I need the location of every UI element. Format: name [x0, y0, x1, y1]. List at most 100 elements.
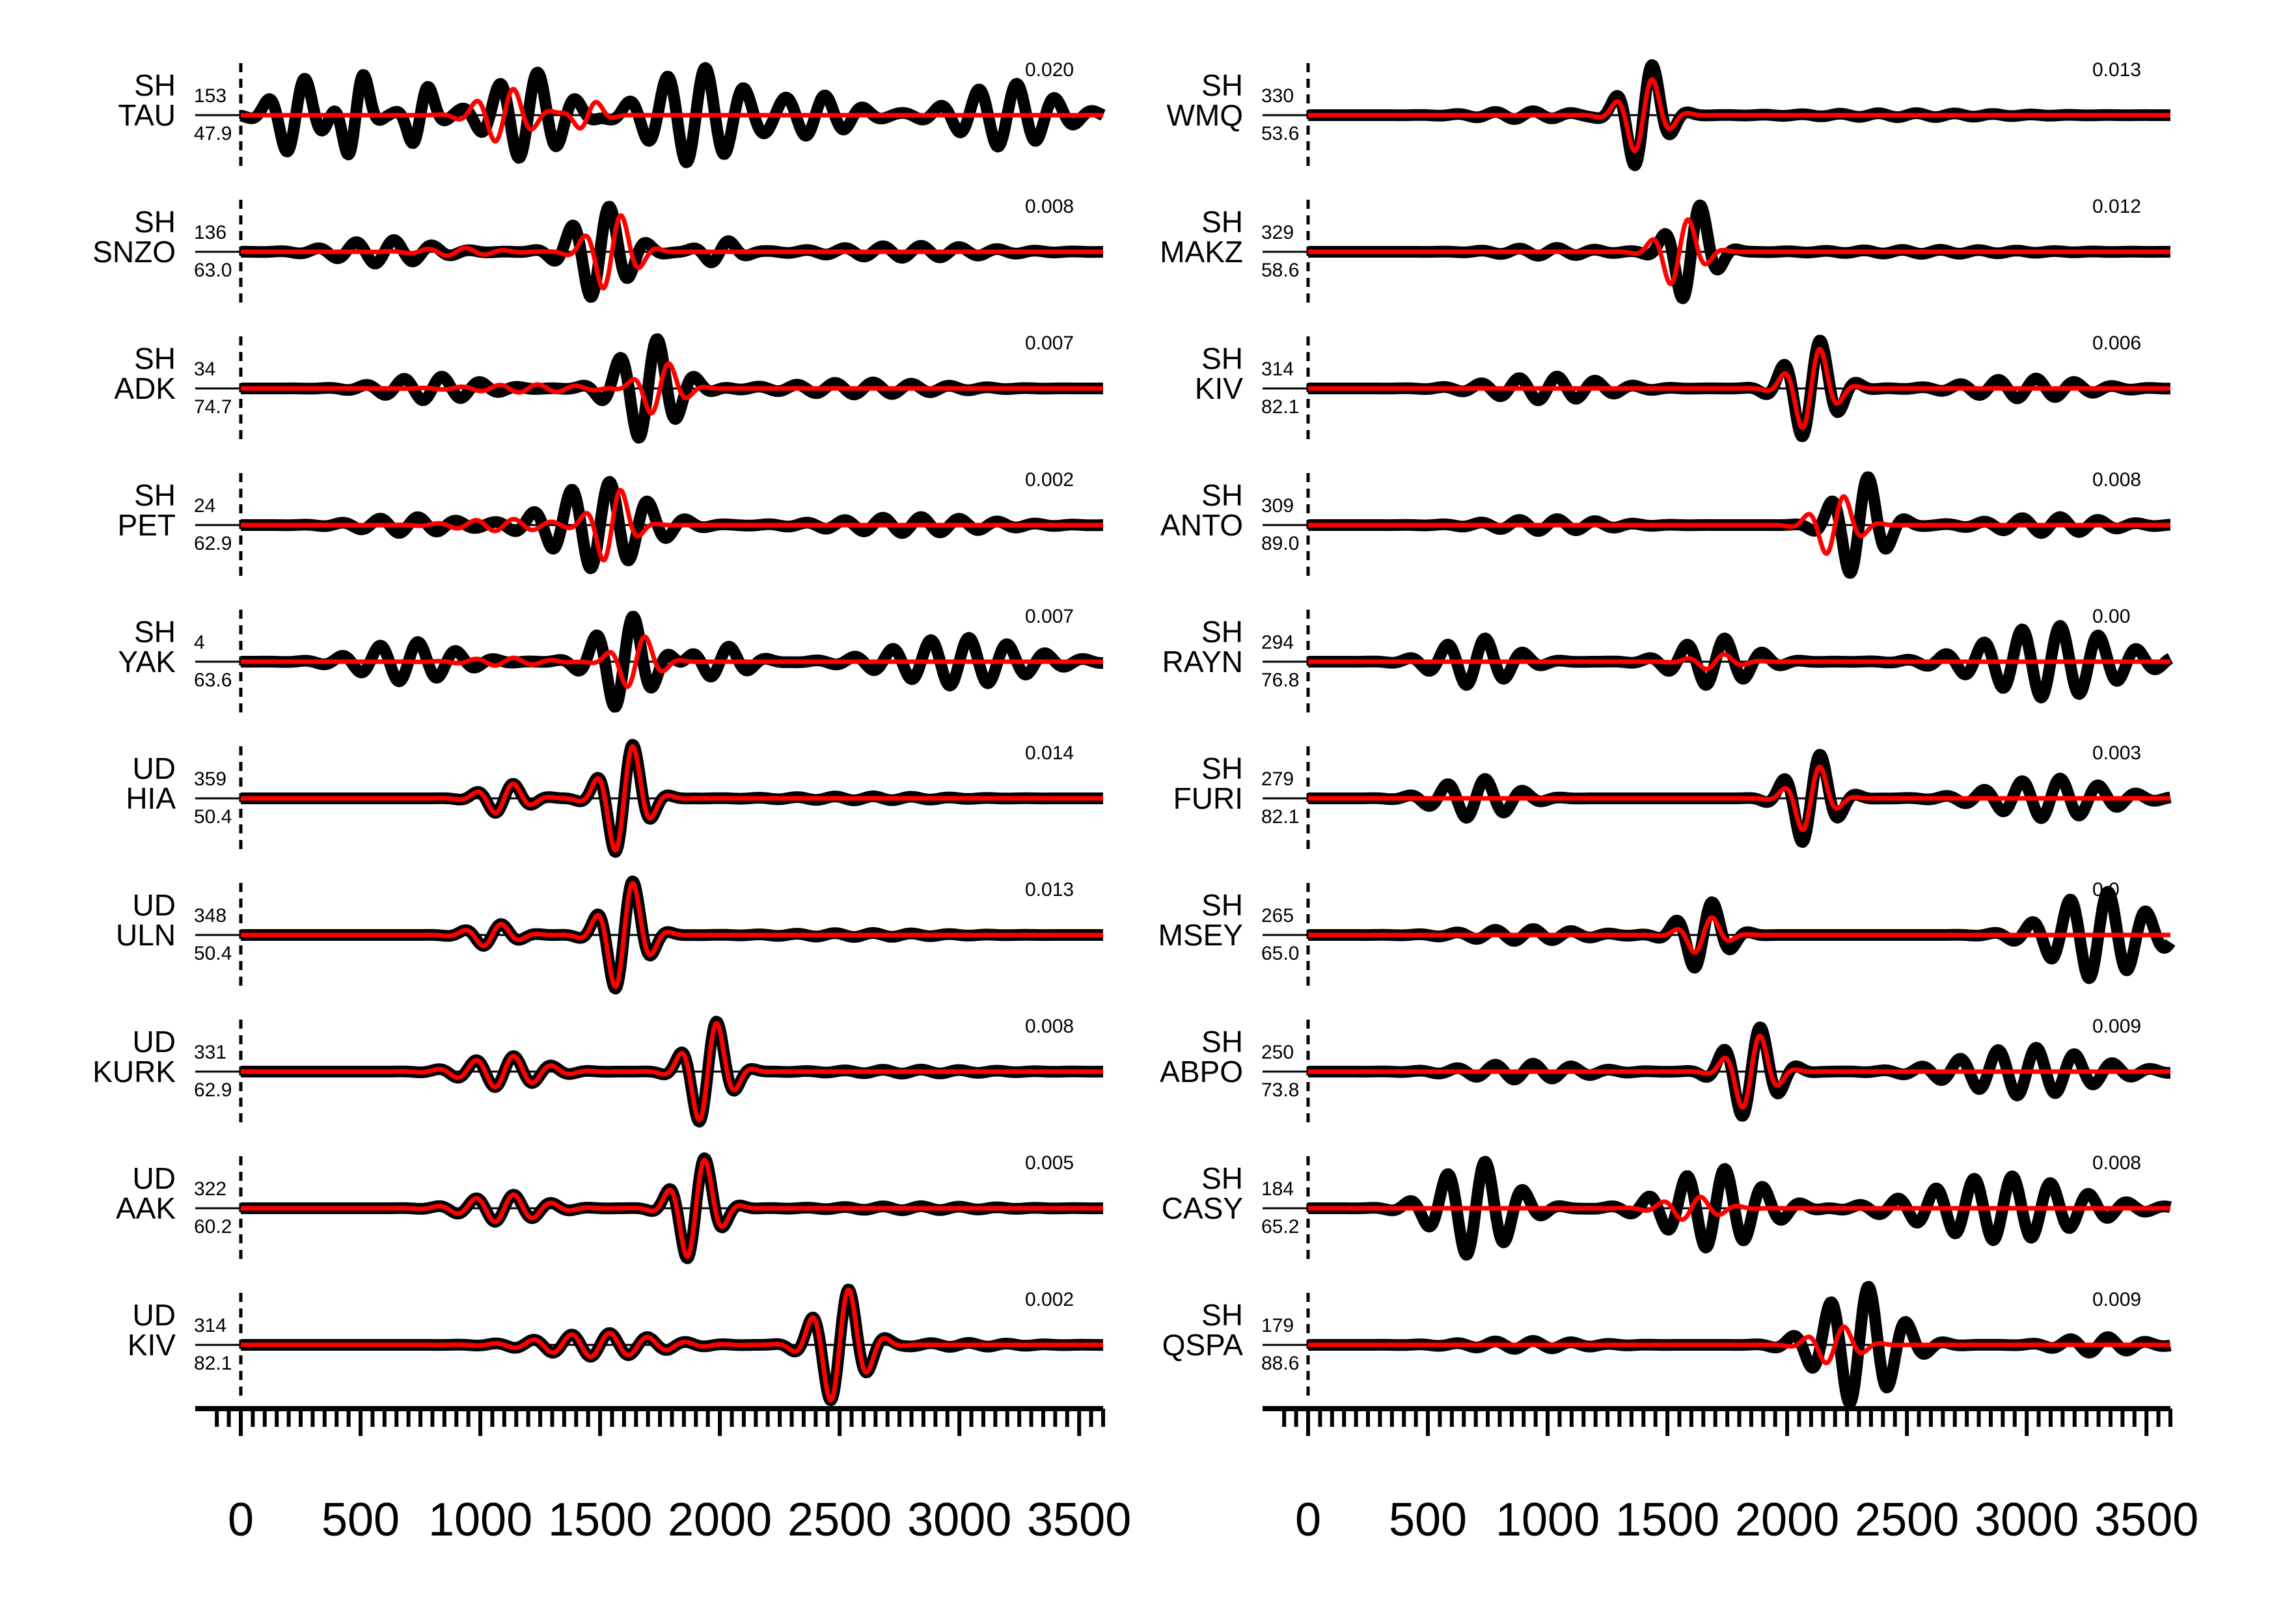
component-label: SH [1201, 1161, 1243, 1195]
azimuth-label: 153 [194, 85, 226, 107]
tick-label: 500 [321, 1494, 400, 1546]
amplitude-label: 0.007 [1025, 606, 1074, 627]
azimuth-label: 179 [1261, 1315, 1294, 1336]
station-label: YAK [118, 645, 176, 679]
station-label: SNZO [92, 235, 176, 269]
station-label: KIV [128, 1328, 176, 1362]
component-label: UD [133, 751, 176, 785]
synthetic-trace-2 [239, 361, 1104, 416]
distance-label: 50.4 [194, 806, 232, 828]
amplitude-label: 0.009 [2092, 1289, 2141, 1310]
amplitude-label: 0.002 [1025, 469, 1074, 491]
station-label: ANTO [1160, 508, 1243, 542]
amplitude-label: 0.013 [2092, 59, 2141, 81]
azimuth-label: 309 [1261, 495, 1294, 517]
azimuth-label: 250 [1261, 1042, 1294, 1063]
observed-trace-0 [236, 62, 1108, 169]
amplitude-label: 0.008 [2092, 1152, 2141, 1174]
tick-label: 3500 [2094, 1494, 2198, 1546]
synthetic-trace-5 [239, 744, 1104, 853]
synthetic-trace-3 [239, 487, 1104, 563]
component-label: SH [1201, 1298, 1243, 1332]
azimuth-label: 279 [1261, 768, 1294, 790]
component-label: SH [1201, 342, 1243, 375]
synthetic-trace-7 [239, 1021, 1104, 1122]
component-label: UD [133, 1025, 176, 1059]
synthetic-trace-14 [1307, 652, 2172, 671]
right-panel: SHWMQ33053.60.013SHMAKZ32958.60.012SHKIV… [1158, 59, 2198, 1546]
component-label: SH [134, 205, 176, 239]
component-label: SH [1201, 888, 1243, 922]
component-label: SH [1201, 1025, 1243, 1059]
distance-label: 82.1 [1261, 806, 1299, 828]
azimuth-label: 314 [194, 1315, 226, 1336]
amplitude-label: 0.005 [1025, 1152, 1074, 1174]
tick-label: 500 [1389, 1494, 1467, 1546]
azimuth-label: 136 [194, 222, 226, 243]
component-label: UD [133, 1161, 176, 1195]
component-label: SH [134, 478, 176, 512]
amplitude-label: 0.00 [2092, 606, 2130, 627]
station-label: MAKZ [1160, 235, 1243, 269]
amplitude-label: 0.012 [2092, 196, 2141, 217]
azimuth-label: 314 [1261, 359, 1294, 380]
station-label: ABPO [1160, 1055, 1243, 1089]
azimuth-label: 331 [194, 1042, 226, 1063]
azimuth-label: 294 [1261, 632, 1294, 653]
amplitude-label: 0.009 [2092, 1016, 2141, 1037]
station-label: KIV [1195, 372, 1243, 405]
tick-label: 0 [1295, 1494, 1321, 1546]
tick-label: 3500 [1027, 1494, 1131, 1546]
station-label: RAYN [1162, 645, 1243, 679]
tick-label: 2000 [1735, 1494, 1839, 1546]
component-label: SH [1201, 615, 1243, 649]
distance-label: 53.6 [1261, 123, 1299, 144]
synthetic-trace-11 [1307, 217, 2172, 286]
amplitude-label: 0.008 [2092, 469, 2141, 491]
component-label: SH [1201, 68, 1243, 102]
tick-label: 2500 [787, 1494, 892, 1546]
synthetic-trace-19 [1307, 1324, 2172, 1366]
synthetic-trace-0 [239, 87, 1104, 144]
station-label: AAK [116, 1191, 176, 1225]
azimuth-label: 4 [194, 632, 205, 653]
station-label: QSPA [1162, 1328, 1244, 1362]
station-label: ADK [114, 372, 176, 405]
distance-label: 82.1 [1261, 396, 1299, 418]
synthetic-trace-17 [1307, 1033, 2172, 1110]
amplitude-label: 0.008 [1025, 1016, 1074, 1037]
tick-label: 0 [228, 1494, 254, 1546]
azimuth-label: 359 [194, 768, 226, 790]
distance-label: 76.8 [1261, 670, 1299, 691]
amplitude-label: 0.013 [1025, 879, 1074, 900]
azimuth-label: 24 [194, 495, 215, 517]
distance-label: 63.0 [194, 260, 232, 281]
tick-label: 1000 [428, 1494, 532, 1546]
amplitude-label: 0.003 [2092, 742, 2141, 764]
synthetic-trace-18 [1307, 1195, 2172, 1222]
station-label: ULN [116, 918, 176, 952]
distance-label: 74.7 [194, 396, 232, 418]
synthetic-trace-13 [1307, 494, 2172, 556]
tick-label: 1000 [1496, 1494, 1600, 1546]
distance-label: 62.9 [194, 533, 232, 554]
tick-label: 3000 [1975, 1494, 2079, 1546]
synthetic-trace-16 [1307, 915, 2172, 955]
observed-trace-18 [1303, 1156, 2176, 1261]
tick-label: 1500 [548, 1494, 652, 1546]
distance-label: 82.1 [194, 1353, 232, 1374]
distance-label: 47.9 [194, 123, 232, 144]
azimuth-label: 34 [194, 359, 215, 380]
amplitude-label: 0.006 [2092, 332, 2141, 354]
distance-label: 58.6 [1261, 260, 1299, 281]
station-label: CASY [1162, 1191, 1243, 1225]
component-label: SH [1201, 751, 1243, 785]
synthetic-trace-12 [1307, 347, 2172, 430]
synthetic-trace-6 [239, 880, 1104, 990]
tick-label: 2000 [668, 1494, 772, 1546]
station-label: WMQ [1166, 98, 1243, 132]
component-label: SH [134, 615, 176, 649]
synthetic-trace-1 [239, 213, 1104, 291]
azimuth-label: 330 [1261, 85, 1294, 107]
